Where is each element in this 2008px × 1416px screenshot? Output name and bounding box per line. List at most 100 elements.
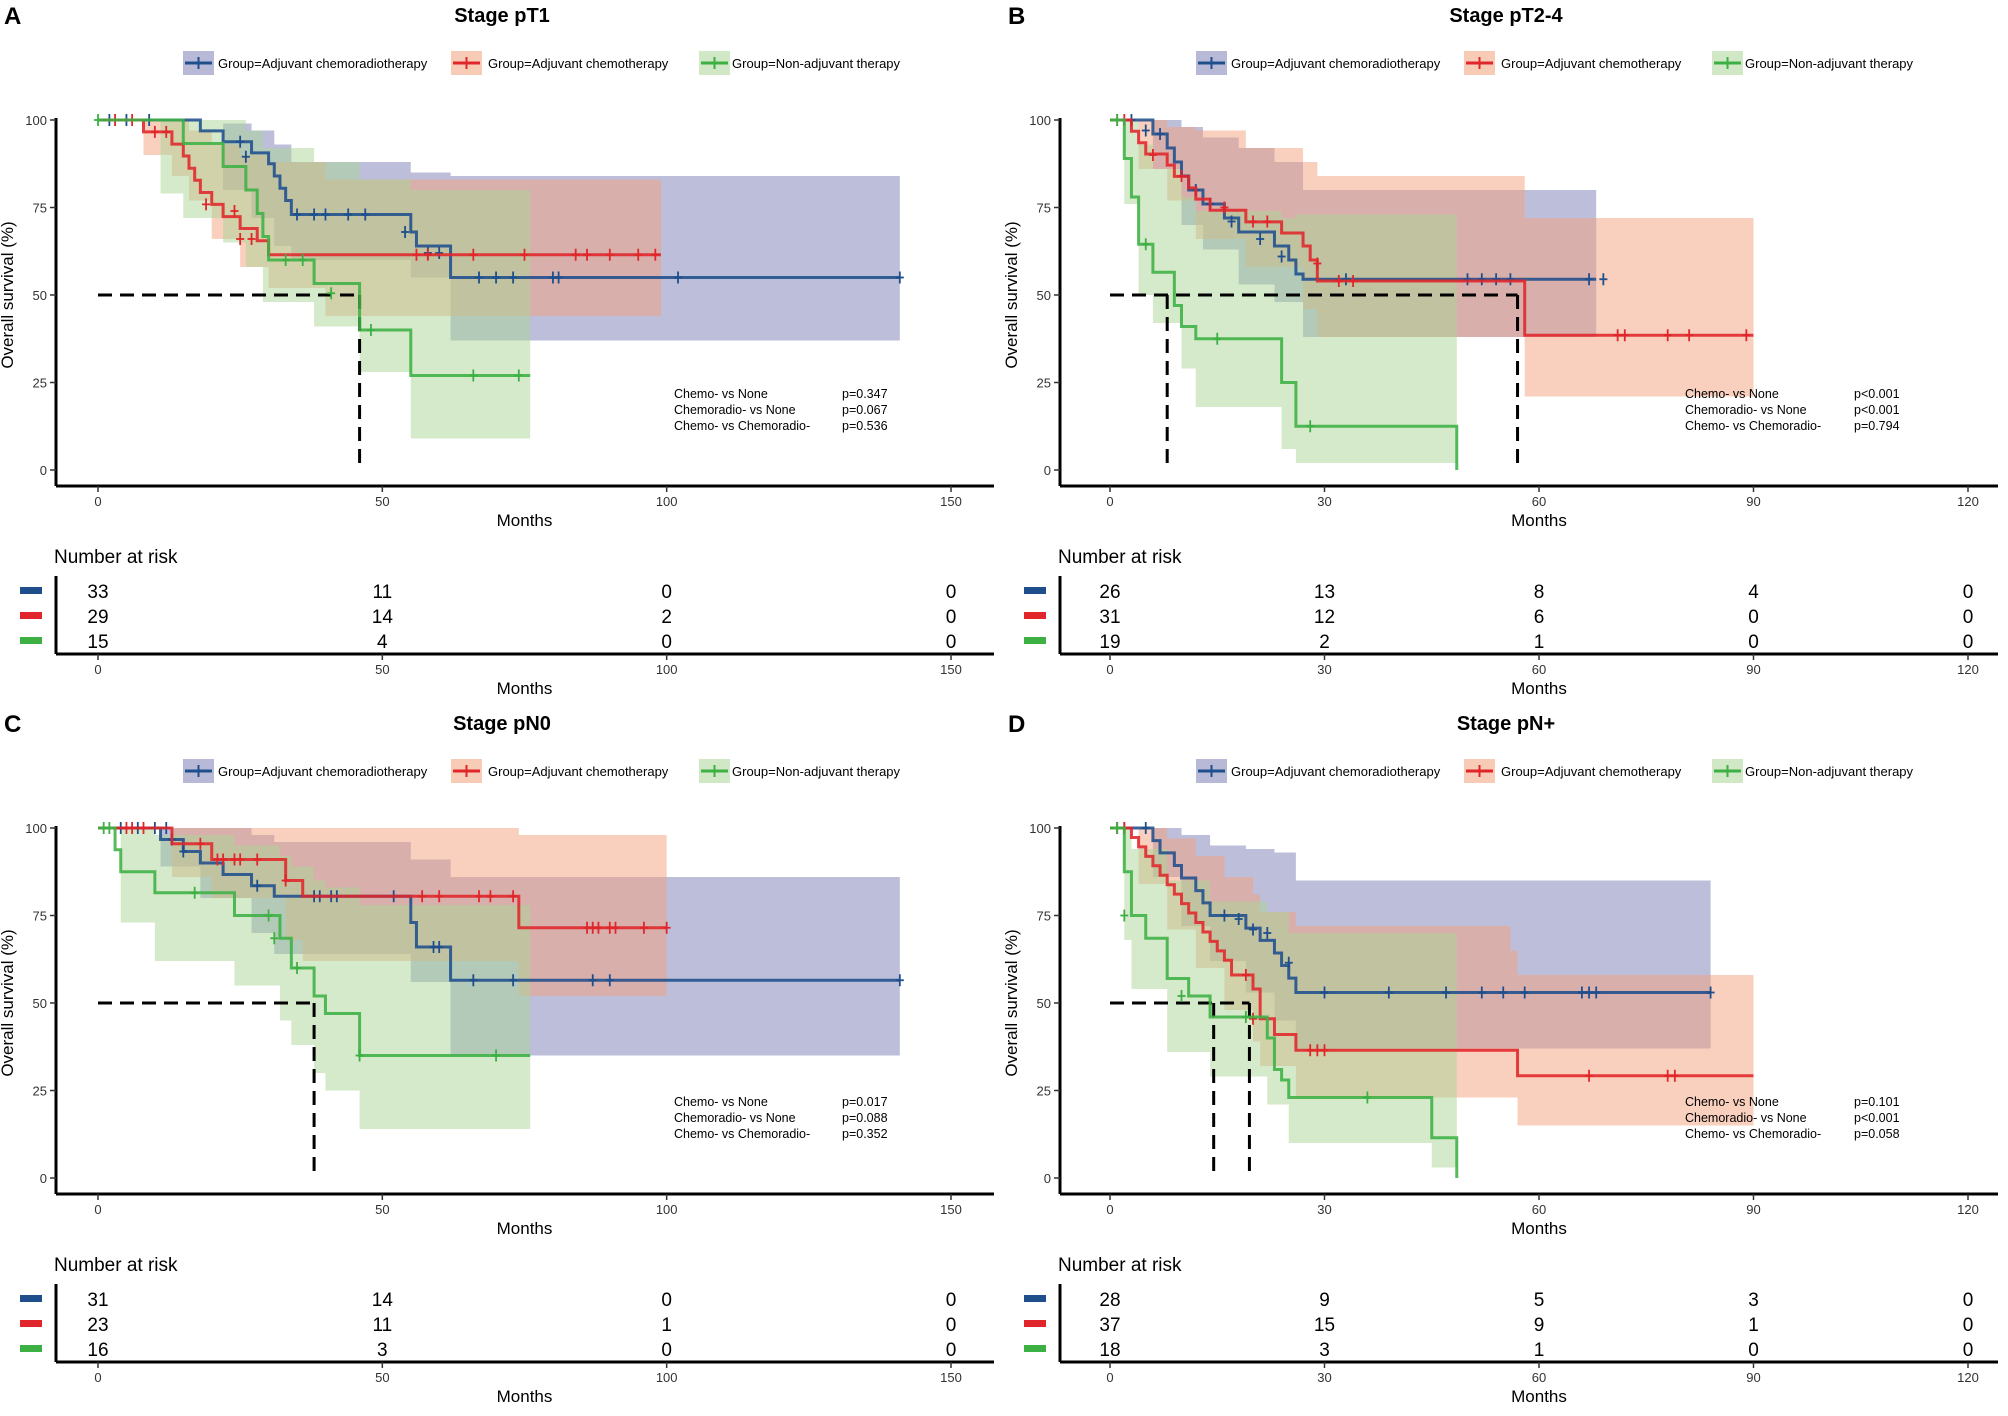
risk-x-tick-label: 90 [1746, 1370, 1760, 1385]
panel-d: D Stage pN+ Group=Adjuvant chemoradiothera… [1004, 708, 2008, 1416]
confidence-bands [98, 828, 900, 1129]
stats-p-value: p=0.352 [842, 1127, 888, 1141]
chart-title: Stage pN+ [1457, 713, 1555, 735]
y-tick-label: 100 [25, 821, 47, 836]
risk-count: 0 [661, 632, 672, 653]
risk-count: 19 [1099, 632, 1120, 653]
risk-row-swatch [20, 637, 42, 644]
risk-x-tick-label: 150 [940, 662, 962, 677]
risk-count: 5 [1534, 1290, 1545, 1311]
confidence-bands [1110, 120, 1754, 463]
stats-p-value: p=0.347 [842, 387, 888, 401]
risk-count: 0 [1963, 1340, 1974, 1361]
risk-x-axis-title: Months [497, 1387, 553, 1406]
stats-p-value: p=0.536 [842, 419, 888, 433]
risk-row-swatch [1024, 1320, 1046, 1327]
stats-p-value: p<0.001 [1854, 1111, 1900, 1125]
stats-p-value: p<0.001 [1854, 387, 1900, 401]
risk-count: 0 [1748, 1340, 1759, 1361]
risk-x-tick-label: 30 [1317, 1370, 1331, 1385]
risk-count: 18 [1099, 1340, 1120, 1361]
risk-count: 1 [1534, 632, 1545, 653]
x-tick-label: 150 [940, 1202, 962, 1217]
legend-label: Group=Non-adjuvant therapy [732, 56, 901, 71]
risk-row-swatch [20, 1295, 42, 1302]
risk-x-axis-title: Months [1511, 1387, 1567, 1406]
risk-count: 0 [946, 632, 957, 653]
y-tick-label: 25 [33, 376, 47, 391]
stats-p-value: p=0.088 [842, 1111, 888, 1125]
y-tick-label: 50 [33, 996, 47, 1011]
panel-letter: A [4, 3, 21, 30]
x-tick-label: 100 [656, 494, 678, 509]
risk-x-tick-label: 150 [940, 1370, 962, 1385]
stats-comparison-label: Chemoradio- vs None [1685, 1111, 1807, 1125]
risk-count: 1 [661, 1315, 672, 1336]
risk-count: 9 [1534, 1315, 1545, 1336]
survival-curve [1110, 826, 1459, 1178]
y-tick-label: 25 [1037, 376, 1051, 391]
x-axis-title: Months [497, 511, 553, 530]
risk-row-swatch [1024, 1345, 1046, 1352]
panel-letter: B [1008, 3, 1025, 30]
stats-p-value: p<0.001 [1854, 403, 1900, 417]
risk-count: 37 [1099, 1315, 1120, 1336]
risk-count: 29 [87, 607, 108, 628]
y-tick-label: 0 [40, 463, 47, 478]
risk-x-tick-label: 60 [1532, 662, 1546, 677]
legend-label: Group=Adjuvant chemotherapy [1501, 764, 1682, 779]
chart-panel-c-svg: C Stage pN0 Group=Adjuvant chemoradiothera… [0, 711, 994, 1406]
x-tick-label: 90 [1746, 494, 1760, 509]
risk-count: 0 [1963, 582, 1974, 603]
stats-comparison-label: Chemoradio- vs None [674, 1111, 796, 1125]
y-tick-label: 75 [1037, 201, 1051, 216]
risk-count: 33 [87, 582, 108, 603]
stats-p-value: p=0.794 [1854, 419, 1900, 433]
confidence-bands [98, 120, 900, 439]
risk-count: 0 [1748, 632, 1759, 653]
stats-comparison-label: Chemo- vs Chemoradio- [674, 1127, 810, 1141]
risk-row-swatch [20, 1320, 42, 1327]
y-axis-title: Overall survival (%) [0, 929, 17, 1076]
y-axis-title: Overall survival (%) [0, 221, 17, 368]
stats-comparison-label: Chemo- vs None [1685, 1095, 1779, 1109]
stats-comparison-label: Chemo- vs None [1685, 387, 1779, 401]
chart-panel-b-svg: B Stage pT2-4 Group=Adjuvant chemoradiothe… [1004, 3, 1998, 698]
risk-count: 0 [1963, 1315, 1974, 1336]
stats-comparison-label: Chemo- vs Chemoradio- [674, 419, 810, 433]
risk-count: 14 [372, 607, 394, 628]
stats-p-value: p=0.017 [842, 1095, 888, 1109]
legend-label: Group=Adjuvant chemotherapy [488, 764, 669, 779]
risk-x-tick-label: 120 [1957, 1370, 1979, 1385]
survival-curve [98, 826, 531, 1057]
risk-row-swatch [1024, 1295, 1046, 1302]
risk-x-tick-label: 0 [94, 1370, 101, 1385]
risk-count: 6 [1534, 607, 1545, 628]
risk-x-tick-label: 0 [94, 662, 101, 677]
risk-count: 0 [1963, 632, 1974, 653]
risk-x-tick-label: 0 [1106, 1370, 1113, 1385]
y-tick-label: 75 [33, 201, 47, 216]
risk-count: 8 [1534, 582, 1545, 603]
panel-a: A Stage pT1 Group=Adjuvant chemoradiothera… [0, 0, 1004, 708]
risk-count: 0 [661, 1290, 672, 1311]
risk-table-title: Number at risk [1058, 547, 1182, 568]
risk-count: 0 [946, 1315, 957, 1336]
survival-curve [98, 118, 900, 279]
stats-comparison-label: Chemo- vs Chemoradio- [1685, 419, 1821, 433]
survival-curve [1110, 826, 1711, 994]
risk-count: 9 [1319, 1290, 1330, 1311]
y-tick-label: 50 [1037, 288, 1051, 303]
stats-p-value: p=0.058 [1854, 1127, 1900, 1141]
x-tick-label: 30 [1317, 1202, 1331, 1217]
risk-count: 13 [1314, 582, 1335, 603]
risk-count: 0 [946, 582, 957, 603]
legend-label: Group=Adjuvant chemoradiotherapy [1231, 764, 1441, 779]
y-tick-label: 100 [1029, 113, 1051, 128]
risk-count: 26 [1099, 582, 1120, 603]
risk-count: 16 [87, 1340, 108, 1361]
risk-row-swatch [20, 612, 42, 619]
y-tick-label: 50 [33, 288, 47, 303]
risk-count: 0 [661, 582, 672, 603]
chart-title: Stage pT2-4 [1449, 5, 1563, 27]
